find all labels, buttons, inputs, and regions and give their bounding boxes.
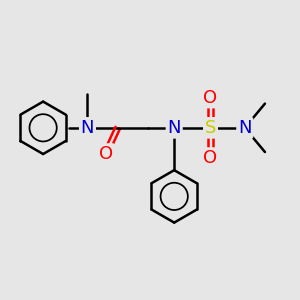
Text: N: N xyxy=(167,119,181,137)
Text: O: O xyxy=(99,145,113,163)
Text: N: N xyxy=(81,119,94,137)
Text: O: O xyxy=(203,88,218,106)
Text: N: N xyxy=(238,119,251,137)
Text: O: O xyxy=(203,149,218,167)
Text: S: S xyxy=(205,119,216,137)
